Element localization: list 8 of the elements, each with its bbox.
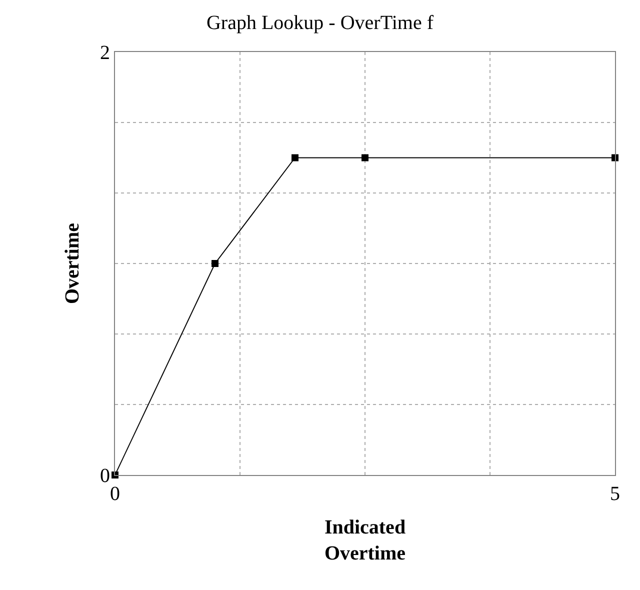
y-tick-label: 2 — [100, 42, 110, 64]
x-axis-title: Indicated Overtime — [324, 516, 406, 564]
point — [292, 154, 298, 162]
point — [362, 154, 368, 162]
x-tick-label: 5 — [610, 483, 620, 505]
chart-title: Graph Lookup - OverTime f — [206, 12, 434, 34]
point — [212, 260, 218, 267]
y-axis-title: Overtime — [62, 222, 84, 304]
